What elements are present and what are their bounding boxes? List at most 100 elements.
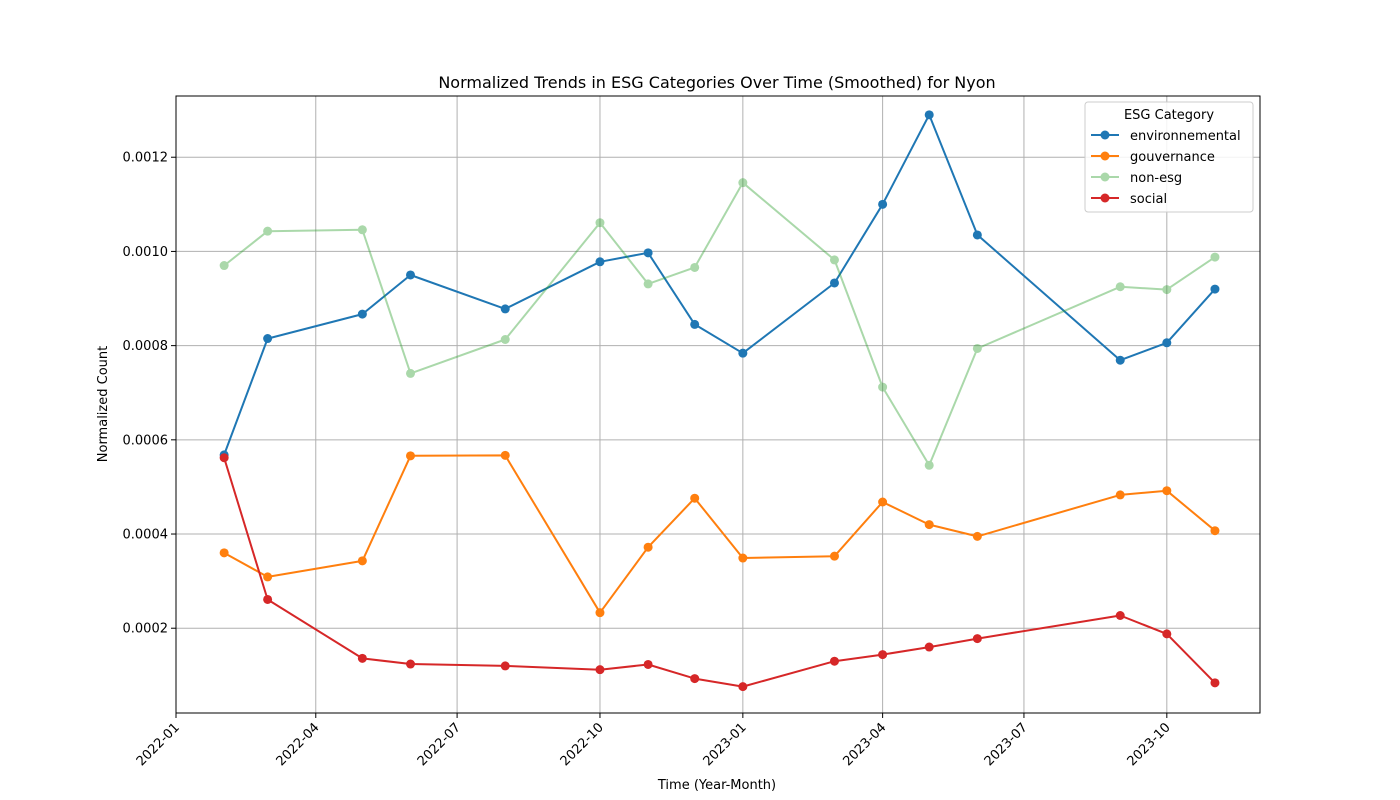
data-point-social	[829, 656, 839, 666]
data-point-environnemental	[1115, 355, 1125, 365]
series-layer	[219, 110, 1220, 692]
data-point-non-esg	[924, 460, 934, 470]
data-point-non-esg	[1210, 252, 1220, 262]
data-point-environnemental	[690, 319, 700, 329]
y-tick-label: 0.0010	[123, 245, 169, 260]
data-point-social	[219, 453, 229, 463]
data-point-social	[878, 650, 888, 660]
data-point-gouvernance	[1115, 490, 1125, 500]
x-tick-label: 2023-01	[701, 720, 750, 769]
series-social	[219, 453, 1220, 692]
legend-label: environnemental	[1130, 129, 1241, 144]
y-tick-label: 0.0006	[123, 433, 169, 448]
data-point-non-esg	[690, 262, 700, 272]
legend-box	[1084, 101, 1254, 213]
y-tick-label: 0.0004	[123, 528, 169, 543]
data-point-social	[1162, 629, 1172, 639]
data-point-gouvernance	[690, 493, 700, 503]
data-point-gouvernance	[595, 608, 605, 618]
data-point-non-esg	[1115, 282, 1125, 292]
series-line-environnemental	[223, 113, 1216, 456]
data-point-social	[263, 594, 273, 604]
y-tick-label: 0.0012	[123, 151, 169, 166]
data-point-environnemental	[643, 248, 653, 258]
chart-title: Normalized Trends in ESG Categories Over…	[438, 73, 995, 92]
data-point-gouvernance	[219, 548, 229, 558]
x-tick-label: 2022-10	[558, 720, 607, 769]
data-point-gouvernance	[1210, 526, 1220, 536]
data-point-non-esg	[972, 343, 982, 353]
x-axis-label: Time (Year-Month)	[657, 778, 776, 793]
legend-marker	[1100, 193, 1110, 203]
data-point-gouvernance	[972, 531, 982, 541]
data-point-social	[643, 659, 653, 669]
data-point-gouvernance	[924, 520, 934, 530]
series-line-gouvernance	[223, 454, 1216, 614]
data-point-social	[357, 653, 367, 663]
y-tick-label: 0.0002	[123, 622, 169, 637]
legend-marker	[1100, 151, 1110, 161]
data-point-environnemental	[357, 309, 367, 319]
data-point-non-esg	[595, 218, 605, 228]
series-line-non-esg	[223, 181, 1216, 467]
data-point-social	[1210, 678, 1220, 688]
data-point-social	[595, 665, 605, 675]
data-point-gouvernance	[829, 551, 839, 561]
legend-marker	[1100, 172, 1110, 182]
legend-swatch-non-esg	[1091, 172, 1119, 182]
data-point-gouvernance	[878, 497, 888, 507]
data-point-gouvernance	[357, 556, 367, 566]
data-point-non-esg	[878, 382, 888, 392]
legend-swatch-social	[1091, 193, 1119, 203]
legend-label: social	[1130, 192, 1167, 207]
data-point-non-esg	[406, 368, 416, 378]
data-point-environnemental	[500, 304, 510, 314]
data-point-environnemental	[1162, 338, 1172, 348]
data-point-non-esg	[357, 225, 367, 235]
plot-frame	[175, 95, 1261, 714]
x-tick-label: 2023-07	[982, 720, 1031, 769]
data-point-non-esg	[263, 226, 273, 236]
data-point-environnemental	[738, 348, 748, 358]
data-point-non-esg	[1162, 285, 1172, 295]
x-tick-label: 2023-04	[840, 720, 889, 769]
data-point-gouvernance	[1162, 486, 1172, 496]
data-point-environnemental	[1210, 284, 1220, 294]
data-point-environnemental	[924, 110, 934, 120]
data-point-social	[690, 674, 700, 684]
legend-swatch-gouvernance	[1091, 151, 1119, 161]
data-point-gouvernance	[263, 572, 273, 582]
y-tick-label: 0.0008	[123, 339, 169, 354]
data-point-non-esg	[643, 279, 653, 289]
data-point-social	[500, 661, 510, 671]
x-tick-label: 2022-01	[134, 720, 183, 769]
data-point-social	[738, 682, 748, 692]
data-point-non-esg	[500, 335, 510, 345]
data-point-gouvernance	[643, 542, 653, 552]
legend-label: gouvernance	[1130, 150, 1215, 165]
legend-title: ESG Category	[1124, 108, 1214, 123]
data-point-social	[924, 642, 934, 652]
series-line-social	[223, 457, 1216, 688]
y-axis-label: Normalized Count	[96, 346, 111, 462]
data-point-non-esg	[219, 261, 229, 271]
x-tick-label: 2023-10	[1125, 720, 1174, 769]
data-point-environnemental	[595, 257, 605, 267]
legend-swatch-environnemental	[1091, 130, 1119, 140]
x-tick-label: 2022-07	[415, 720, 464, 769]
grid	[175, 96, 1260, 713]
data-point-environnemental	[972, 230, 982, 240]
data-point-social	[972, 634, 982, 644]
data-point-gouvernance	[500, 450, 510, 460]
data-point-social	[406, 659, 416, 669]
data-point-social	[1115, 611, 1125, 621]
axes: 2022-01 2022-04 2022-07 2022-10 2023-01 2023-…	[123, 151, 1174, 770]
data-point-non-esg	[829, 255, 839, 265]
data-point-environnemental	[829, 278, 839, 288]
series-environnemental	[219, 110, 1220, 460]
x-tick-label: 2022-04	[274, 720, 323, 769]
legend-label: non-esg	[1130, 171, 1182, 186]
series-gouvernance	[219, 450, 1220, 618]
data-point-gouvernance	[738, 553, 748, 563]
data-point-environnemental	[263, 334, 273, 344]
